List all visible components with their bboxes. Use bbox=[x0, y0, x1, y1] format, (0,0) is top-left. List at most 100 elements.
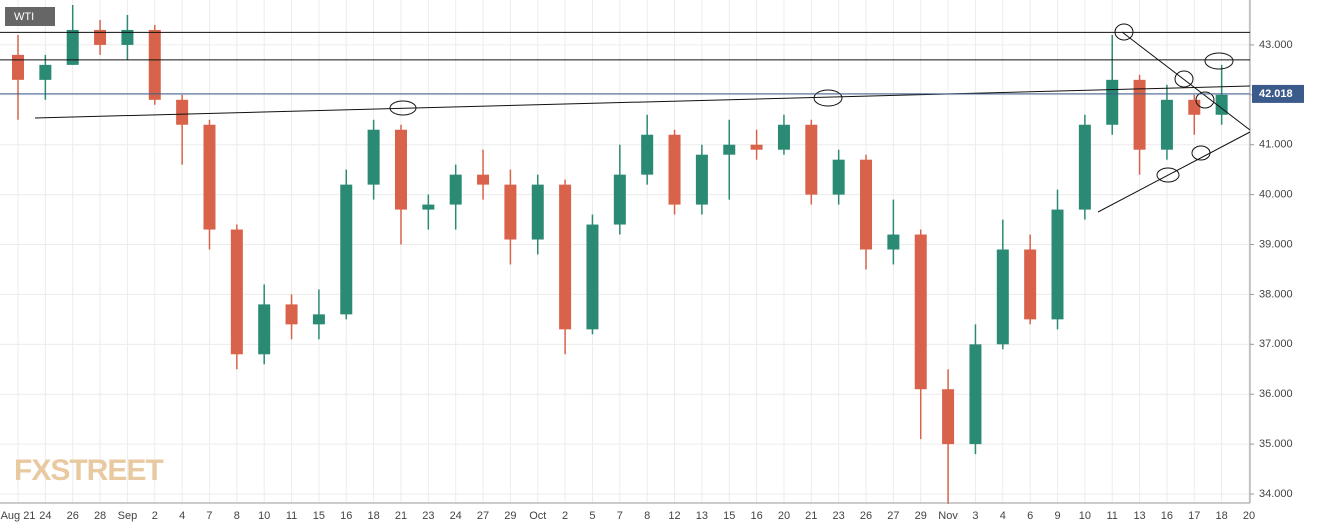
x-tick-label: Aug 21 bbox=[1, 510, 36, 522]
candle-body bbox=[285, 304, 298, 325]
candle-body bbox=[1133, 79, 1146, 150]
x-tick-label: 13 bbox=[1133, 510, 1145, 522]
candle-body bbox=[1215, 94, 1228, 115]
x-tick-label: 7 bbox=[617, 510, 623, 522]
x-tick-label: Oct bbox=[529, 510, 546, 522]
x-tick-label: 9 bbox=[1054, 510, 1060, 522]
marker-ellipse bbox=[1195, 91, 1215, 109]
trendline bbox=[1097, 131, 1251, 213]
y-tick-label: 37.000 bbox=[1259, 338, 1293, 350]
last-price-label: 42.018 bbox=[1259, 88, 1293, 100]
candle-body bbox=[1160, 99, 1173, 150]
x-tick-label: 13 bbox=[696, 510, 708, 522]
x-tick-label: 15 bbox=[723, 510, 735, 522]
candle-body bbox=[504, 184, 517, 240]
legend-box bbox=[5, 7, 55, 26]
x-tick-label: 8 bbox=[644, 510, 650, 522]
candle-body bbox=[449, 174, 462, 205]
x-tick-label: 20 bbox=[778, 510, 790, 522]
x-tick-label: 28 bbox=[94, 510, 106, 522]
candle-body bbox=[559, 184, 572, 330]
candle-body bbox=[1024, 249, 1037, 320]
annotations bbox=[34, 23, 1251, 213]
x-tick-label: 4 bbox=[179, 510, 185, 522]
candle-body bbox=[805, 124, 818, 195]
x-tick-label: 11 bbox=[286, 510, 297, 522]
x-tick-label: 16 bbox=[1161, 510, 1173, 522]
candle-body bbox=[94, 29, 107, 45]
candle-body bbox=[258, 304, 271, 355]
legend-label: WTI bbox=[14, 11, 34, 23]
marker-ellipse bbox=[389, 100, 417, 116]
x-tick-label: 26 bbox=[860, 510, 872, 522]
x-tick-label: 21 bbox=[805, 510, 817, 522]
marker-ellipse bbox=[1204, 52, 1234, 70]
candle-body bbox=[942, 389, 955, 445]
candle-body bbox=[777, 124, 790, 150]
candles bbox=[12, 4, 1228, 504]
marker-ellipse bbox=[1156, 167, 1180, 183]
candle-body bbox=[1078, 124, 1091, 210]
x-tick-label: 2 bbox=[562, 510, 568, 522]
candle-body bbox=[312, 314, 325, 325]
candle-body bbox=[832, 159, 845, 195]
x-tick-label: 4 bbox=[1000, 510, 1006, 522]
candle-body bbox=[586, 224, 599, 330]
candle-body bbox=[230, 229, 243, 355]
x-tick-label: 2 bbox=[152, 510, 158, 522]
x-tick-label: 10 bbox=[258, 510, 270, 522]
candle-body bbox=[996, 249, 1009, 345]
candle-body bbox=[668, 134, 681, 205]
x-tick-label: 17 bbox=[1188, 510, 1200, 522]
candle-body bbox=[914, 234, 927, 390]
x-tick-label: 23 bbox=[422, 510, 434, 522]
candle-body bbox=[367, 129, 380, 185]
candle-body bbox=[531, 184, 544, 240]
x-tick-label: 27 bbox=[477, 510, 489, 522]
candle-body bbox=[477, 174, 490, 185]
y-tick-label: 34.000 bbox=[1259, 488, 1293, 500]
x-tick-label: 20 bbox=[1243, 510, 1255, 522]
x-tick-label: 8 bbox=[234, 510, 240, 522]
marker-ellipse bbox=[1174, 70, 1194, 88]
x-tick-label: 16 bbox=[750, 510, 762, 522]
x-tick-label: 10 bbox=[1079, 510, 1091, 522]
candle-body bbox=[39, 64, 52, 80]
watermark: FXSTREET bbox=[14, 454, 163, 487]
x-tick-label: 27 bbox=[887, 510, 899, 522]
candle-body bbox=[176, 99, 189, 125]
x-tick-label: 15 bbox=[313, 510, 325, 522]
x-tick-label: 11 bbox=[1107, 510, 1118, 522]
y-tick-label: 43.000 bbox=[1259, 39, 1293, 51]
x-tick-label: 29 bbox=[915, 510, 927, 522]
candle-body bbox=[12, 54, 24, 80]
x-tick-label: 18 bbox=[367, 510, 379, 522]
candle-body bbox=[1188, 99, 1201, 115]
x-tick-label: 26 bbox=[67, 510, 79, 522]
candle-body bbox=[148, 29, 161, 100]
candle-body bbox=[723, 144, 736, 155]
trendline bbox=[1121, 31, 1251, 131]
y-tick-label: 38.000 bbox=[1259, 288, 1293, 300]
candle-body bbox=[394, 129, 407, 210]
x-tick-label: 3 bbox=[972, 510, 978, 522]
x-tick-label: 24 bbox=[39, 510, 51, 522]
x-tick-label: Sep bbox=[118, 510, 138, 522]
x-tick-label: 16 bbox=[340, 510, 352, 522]
x-tick-label: 6 bbox=[1027, 510, 1033, 522]
candle-body bbox=[750, 144, 763, 150]
marker-ellipse bbox=[1191, 145, 1211, 161]
candle-body bbox=[860, 159, 873, 250]
x-tick-label: 23 bbox=[833, 510, 845, 522]
y-tick-label: 36.000 bbox=[1259, 388, 1293, 400]
last-price-box bbox=[1252, 84, 1304, 103]
x-tick-label: 5 bbox=[589, 510, 595, 522]
x-tick-label: 18 bbox=[1216, 510, 1228, 522]
y-tick-label: 39.000 bbox=[1259, 238, 1293, 250]
y-tick-label: 41.000 bbox=[1259, 139, 1293, 151]
x-tick-label: 21 bbox=[395, 510, 407, 522]
candle-body bbox=[969, 344, 982, 445]
candle-body bbox=[340, 184, 353, 315]
x-tick-label: 29 bbox=[504, 510, 516, 522]
candle-body bbox=[203, 124, 216, 230]
